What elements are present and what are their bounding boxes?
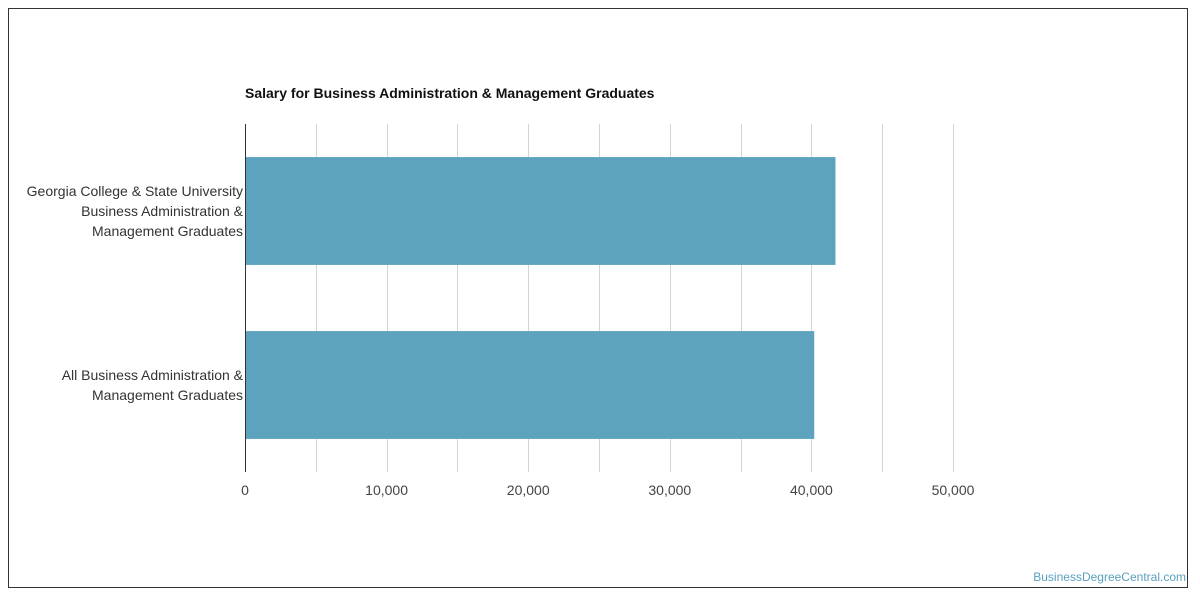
- x-tick-label: 10,000: [365, 482, 408, 498]
- x-tick-label: 30,000: [648, 482, 691, 498]
- x-tick-label: 50,000: [932, 482, 975, 498]
- chart-title: Salary for Business Administration & Man…: [245, 85, 655, 101]
- x-tick-label: 40,000: [790, 482, 833, 498]
- watermark: BusinessDegreeCentral.com: [1033, 570, 1186, 584]
- bar: [245, 157, 836, 265]
- category-label-line: All Business Administration &: [62, 367, 244, 383]
- bar: [245, 331, 815, 439]
- chart-frame: [8, 8, 1188, 588]
- category-label-line: Georgia College & State University: [27, 183, 243, 199]
- category-label-line: Management Graduates: [92, 223, 243, 239]
- category-label: All Business Administration & Management …: [62, 367, 244, 403]
- category-label-line: Business Administration &: [81, 203, 244, 219]
- category-label-line: Management Graduates: [92, 387, 243, 403]
- x-tick-label: 0: [241, 482, 249, 498]
- category-label: Georgia College & State University Busine…: [27, 183, 244, 239]
- x-tick-label: 20,000: [507, 482, 550, 498]
